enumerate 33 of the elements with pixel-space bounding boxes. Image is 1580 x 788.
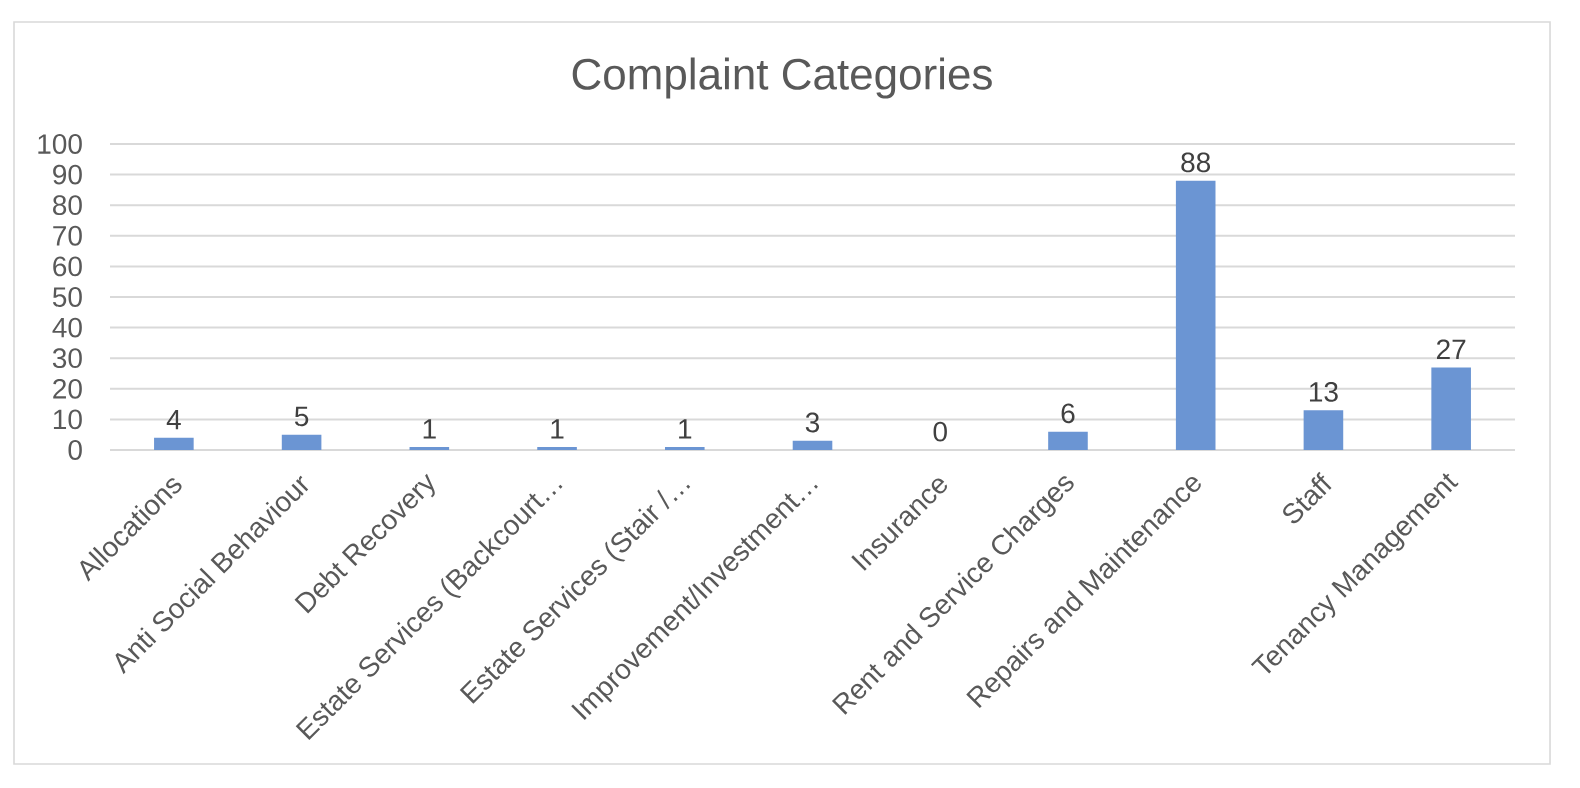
bar [664, 446, 705, 450]
bar [1175, 180, 1216, 450]
data-label: 27 [1436, 339, 1466, 359]
y-tick-label: 20 [53, 378, 82, 399]
data-label: 5 [294, 406, 309, 427]
chart-title: Complaint Categories [572, 57, 992, 99]
y-tick-label: 40 [52, 317, 82, 338]
data-label: 0 [933, 421, 947, 442]
bar [1431, 367, 1471, 450]
y-tick-label: 90 [53, 164, 82, 185]
y-tick-label: 50 [52, 287, 82, 307]
data-label: 6 [1061, 403, 1075, 424]
data-label: 4 [166, 410, 181, 430]
data-label: 1 [551, 419, 564, 439]
bar [154, 437, 194, 450]
bar [1303, 410, 1344, 450]
y-tick-label: 70 [53, 225, 82, 246]
y-tick-label: 30 [52, 348, 82, 369]
bar [537, 446, 577, 450]
bar [792, 440, 833, 450]
data-label: 88 [1181, 152, 1211, 173]
bar [409, 446, 450, 450]
y-tick-label: 100 [38, 134, 82, 154]
data-label: 1 [423, 419, 436, 439]
bar [1048, 431, 1088, 450]
data-label: 13 [1309, 381, 1338, 402]
y-tick-label: 80 [53, 195, 82, 216]
y-tick-label: 60 [53, 256, 82, 277]
bar [281, 434, 322, 450]
data-label: 3 [805, 412, 820, 433]
data-label: 1 [679, 419, 692, 439]
y-tick-label: 10 [53, 409, 82, 430]
y-tick-label: 0 [68, 440, 82, 460]
